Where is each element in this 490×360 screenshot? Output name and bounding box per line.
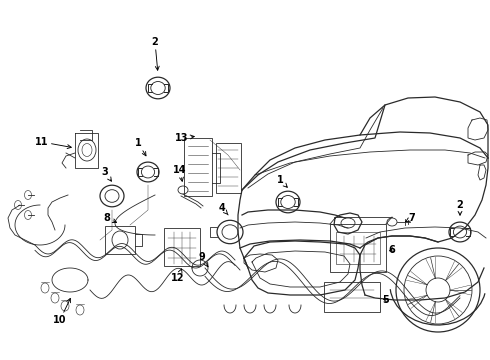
Bar: [164, 228, 200, 266]
Bar: [105, 226, 135, 254]
Text: 7: 7: [406, 213, 416, 223]
Bar: [216, 143, 241, 193]
Text: 1: 1: [135, 138, 146, 156]
Text: 4: 4: [219, 203, 228, 215]
Text: 5: 5: [383, 295, 390, 305]
Bar: [330, 224, 386, 272]
Text: 3: 3: [101, 167, 111, 181]
Text: 12: 12: [171, 269, 185, 283]
Text: 13: 13: [175, 133, 194, 143]
Text: 2: 2: [151, 37, 159, 70]
Bar: [184, 138, 212, 196]
Text: 11: 11: [35, 137, 71, 149]
Text: 14: 14: [173, 165, 187, 181]
Text: 1: 1: [277, 175, 287, 187]
Text: 6: 6: [389, 245, 395, 255]
Bar: [324, 282, 380, 312]
Text: 9: 9: [198, 252, 208, 267]
Text: 8: 8: [103, 213, 117, 223]
Text: 10: 10: [53, 298, 71, 325]
Bar: [336, 232, 380, 264]
Text: 2: 2: [457, 200, 464, 215]
